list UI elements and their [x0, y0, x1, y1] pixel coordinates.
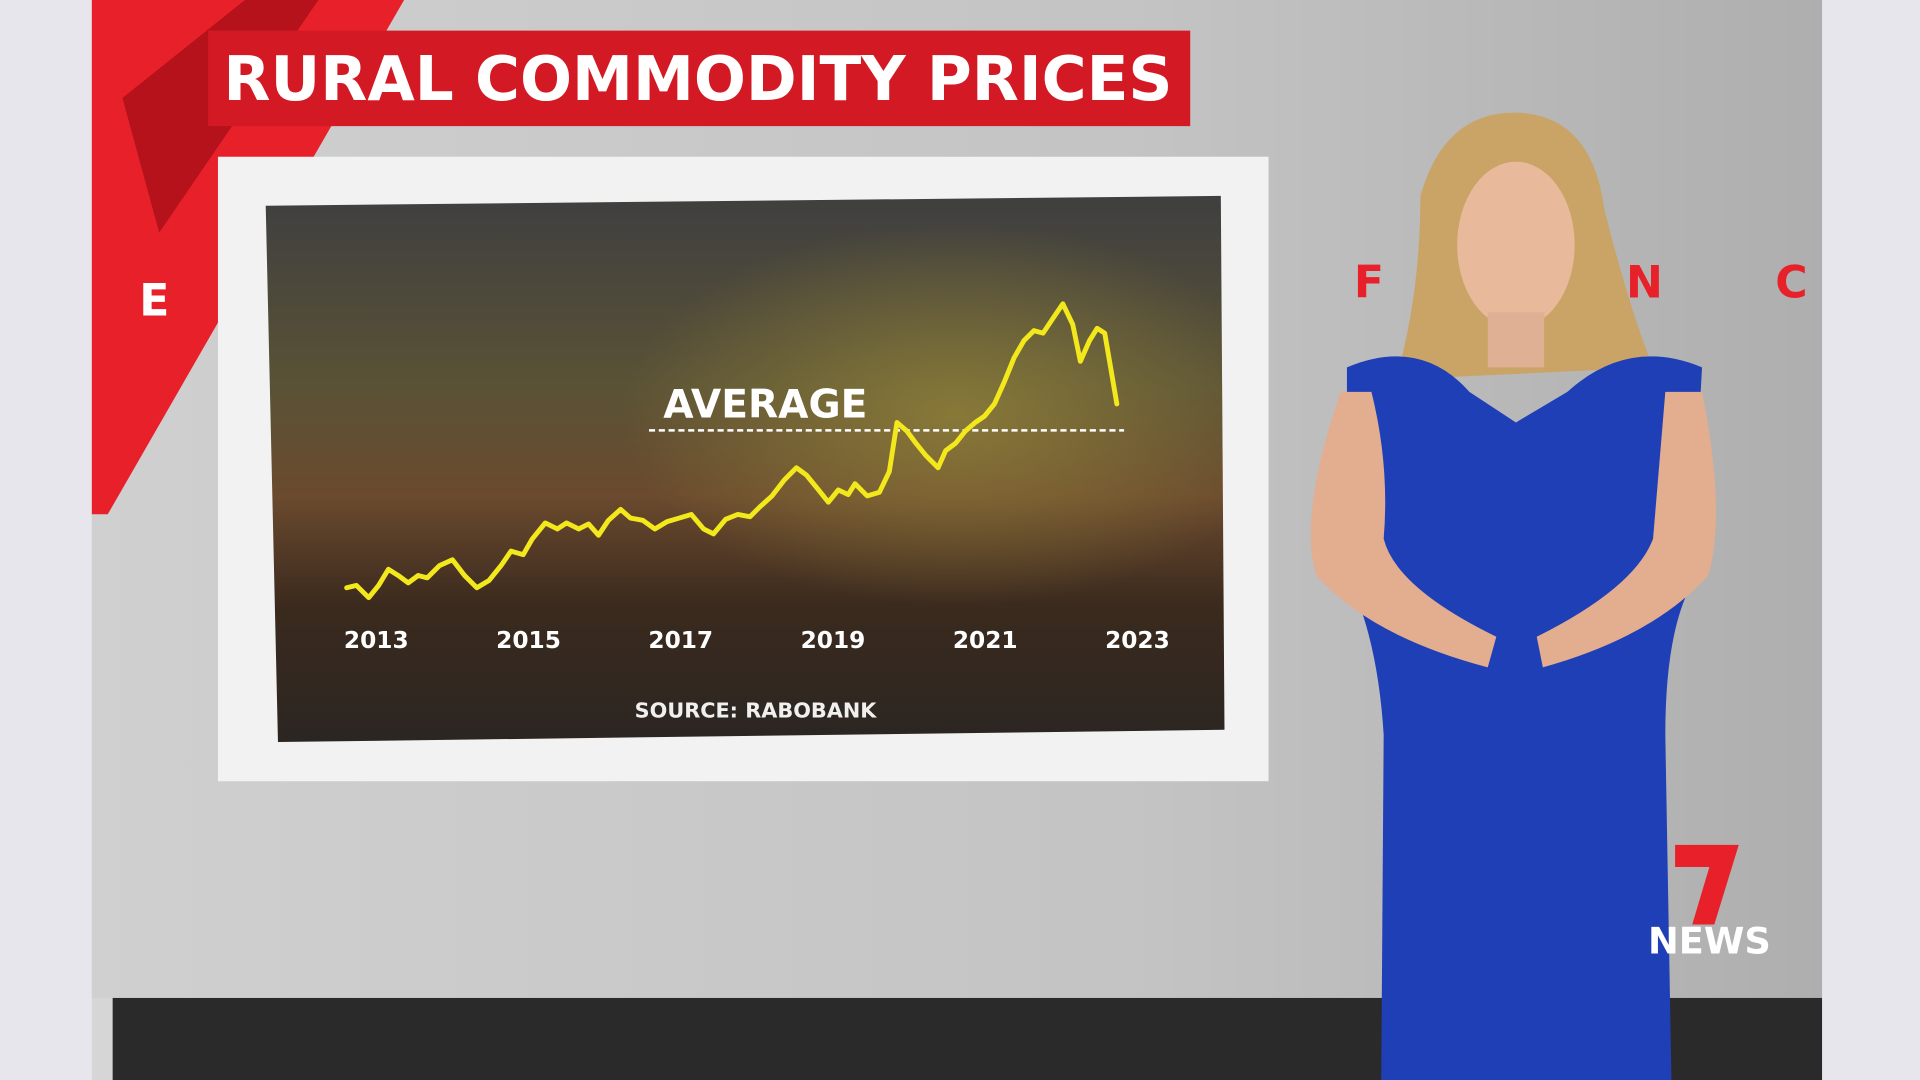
chart-title: RURAL COMMODITY PRICES	[223, 44, 1172, 115]
right-pillar	[1822, 0, 1920, 1080]
background-letter: N	[1626, 257, 1663, 308]
background-letter: F	[1354, 257, 1384, 308]
chart-source: SOURCE: RABOBANK	[635, 698, 878, 722]
presenter-face	[1457, 161, 1575, 329]
presenter-left-arm	[1310, 391, 1497, 668]
left-pillar	[0, 0, 92, 1080]
plot-area: 2013 2015 2017 2019 2021 2023 AVERAGE	[344, 301, 1170, 654]
average-label: AVERAGE	[663, 383, 867, 428]
background-letter: C	[1775, 257, 1807, 308]
background-letter: E	[139, 276, 169, 327]
chart-panel-glow	[265, 195, 1225, 743]
x-tick-label: 2023	[1105, 627, 1170, 654]
title-banner	[208, 30, 1191, 127]
x-tick-label: 2015	[496, 627, 561, 654]
presenter-right-arm	[1536, 391, 1717, 668]
x-tick-label: 2017	[648, 627, 713, 654]
logo-seven	[1675, 844, 1739, 925]
x-tick-label: 2021	[953, 627, 1018, 654]
x-tick-label: 2019	[801, 627, 866, 654]
logo-text: NEWS	[1648, 919, 1771, 962]
presenter	[1310, 112, 1717, 1080]
x-tick-label: 2013	[344, 627, 409, 654]
price-line	[344, 301, 1120, 601]
presenter-neck	[1487, 312, 1545, 368]
presenter-dress	[1346, 356, 1703, 1080]
